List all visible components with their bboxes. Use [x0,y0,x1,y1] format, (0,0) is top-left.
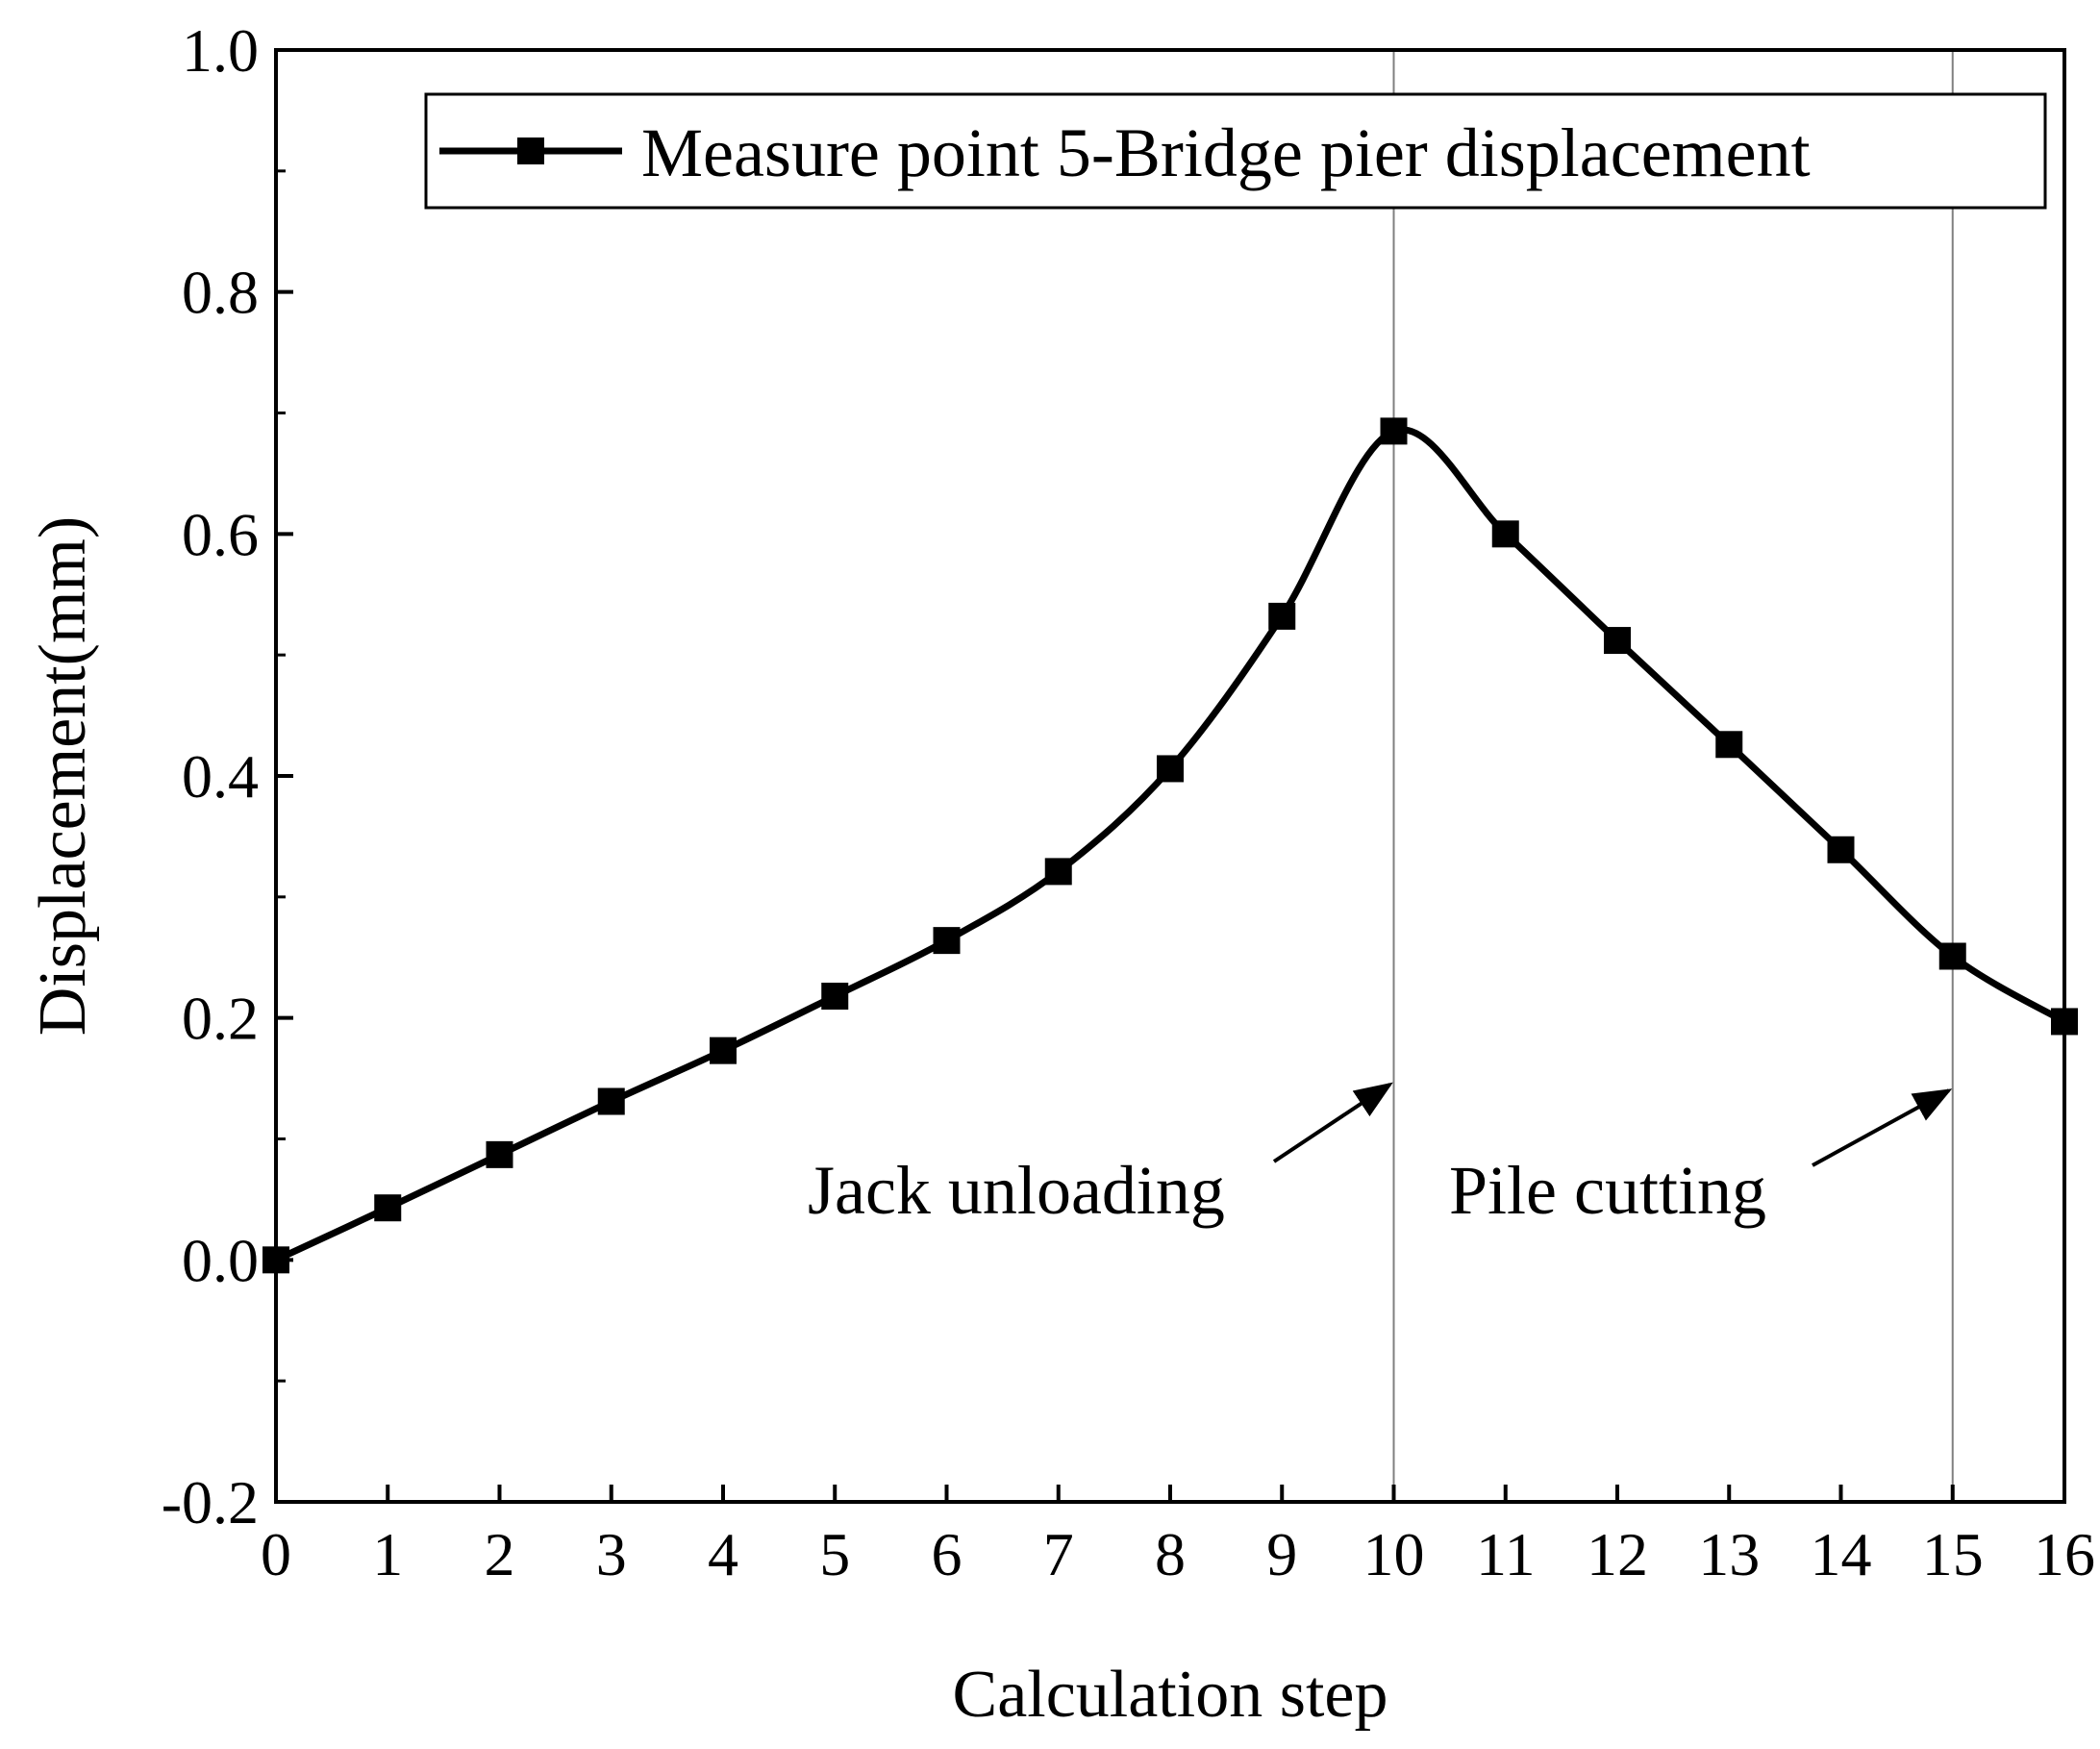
y-axis-ticks: -0.2 0.0 0.2 0.4 0.6 0.8 1.0 [162,16,293,1537]
x-tick-label: 12 [1587,1520,1648,1588]
annotation-jack-unloading: Jack unloading [808,1152,1225,1229]
x-tick-label: 11 [1476,1520,1536,1588]
legend: Measure point 5-Bridge pier displacement [424,92,2047,210]
arrow-jack-unloading [1272,1082,1393,1163]
x-tick-label: 15 [1922,1520,1984,1588]
y-tick-label: 1.0 [182,16,259,85]
data-point-step-14 [1827,836,1855,863]
series-markers [262,417,2078,1274]
x-tick-label: 16 [2034,1520,2095,1588]
x-tick-label: 14 [1811,1520,1872,1588]
y-tick-label: 0.0 [182,1226,259,1294]
x-tick-label: 9 [1266,1520,1297,1588]
data-point-step-6 [933,927,961,955]
x-tick-label: 10 [1363,1520,1425,1588]
x-tick-label: 2 [485,1520,515,1588]
data-point-step-1 [374,1194,402,1222]
y-tick-label: 0.8 [182,259,259,327]
x-tick-label: 8 [1155,1520,1186,1588]
data-point-step-4 [710,1037,737,1064]
data-point-step-9 [1268,602,1296,630]
x-tick-label: 7 [1043,1520,1074,1588]
data-point-step-5 [821,983,849,1011]
data-point-step-0 [262,1246,289,1274]
y-axis-title: Displacement(mm) [26,516,100,1036]
x-axis-title: Calculation step [953,1658,1388,1732]
x-tick-label: 3 [596,1520,627,1588]
data-point-step-12 [1604,627,1631,655]
annotations: Jack unloading Pile cutting [808,1082,1953,1229]
data-point-step-7 [1044,858,1072,886]
x-tick-label: 5 [819,1520,850,1588]
data-point-step-11 [1491,520,1519,548]
legend-marker-sample [517,137,544,164]
y-tick-label: 0.2 [182,985,259,1053]
data-point-step-8 [1157,755,1184,783]
y-tick-label: -0.2 [162,1468,259,1537]
data-point-step-15 [1938,942,1966,970]
series-line-measure-point-5 [272,426,2068,1263]
reference-lines [1392,50,1954,1502]
data-point-step-2 [486,1140,513,1168]
data-point-step-10 [1380,417,1408,445]
data-point-step-16 [2051,1008,2078,1036]
data-point-step-13 [1715,731,1743,759]
annotation-pile-cutting: Pile cutting [1449,1152,1766,1229]
x-tick-label: 6 [932,1520,962,1588]
y-tick-label: 0.6 [182,500,259,568]
x-tick-label: 13 [1698,1520,1760,1588]
legend-label: Measure point 5-Bridge pier displacement [641,114,1811,191]
y-tick-label: 0.4 [182,742,259,811]
x-tick-label: 0 [261,1520,291,1588]
arrow-pile-cutting [1812,1088,1953,1167]
data-point-step-3 [597,1087,625,1115]
x-tick-label: 1 [372,1520,403,1588]
legend-box [424,92,2047,210]
x-tick-label: 4 [708,1520,738,1588]
x-axis-ticks: 0 1 2 3 4 5 6 7 8 9 10 11 12 13 14 15 16 [261,1485,2095,1588]
